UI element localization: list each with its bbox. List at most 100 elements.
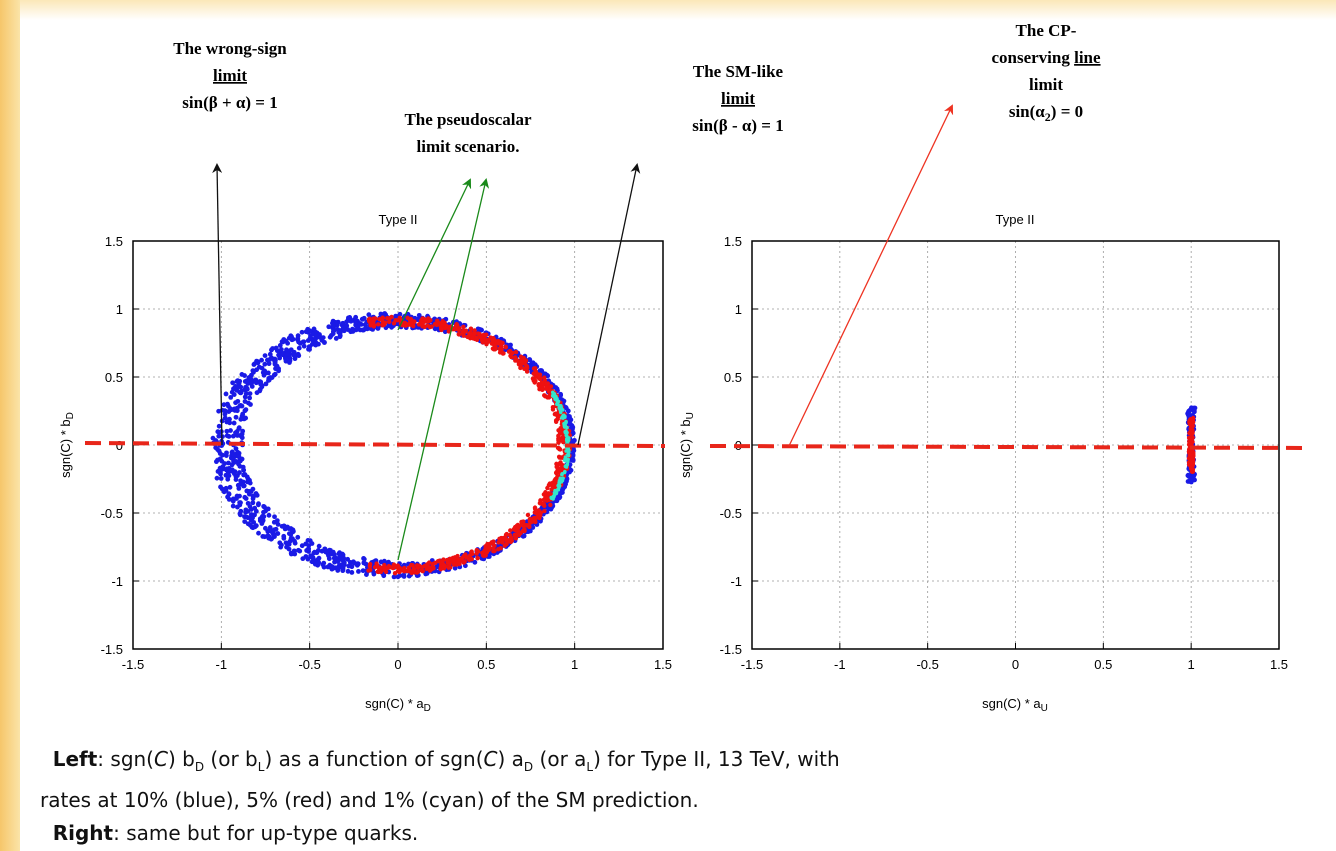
cyan-point <box>558 476 563 481</box>
blue-point <box>230 433 236 439</box>
blue-point <box>345 556 351 562</box>
blue-point <box>340 325 346 331</box>
sm-like-arrow <box>577 163 641 446</box>
blue-point <box>567 416 573 421</box>
red-point <box>438 326 444 331</box>
red-point <box>382 562 387 568</box>
red-point <box>492 347 498 352</box>
red-point <box>543 386 549 391</box>
blue-point <box>292 353 298 359</box>
blue-point <box>233 383 238 389</box>
blue-point <box>226 460 231 466</box>
blue-point <box>226 491 232 496</box>
blue-point <box>239 388 244 394</box>
red-point <box>1190 417 1195 422</box>
red-point <box>419 567 424 573</box>
red-point <box>1187 421 1193 427</box>
blue-point <box>242 519 248 525</box>
svg-text:sin(β + α) = 1: sin(β + α) = 1 <box>182 93 277 112</box>
red-point <box>525 512 531 518</box>
red-point <box>411 567 417 572</box>
figure-caption: Left: sgn(C) bD (or bL) as a function of… <box>40 743 1320 850</box>
blue-point <box>345 568 351 574</box>
blue-point <box>571 437 577 443</box>
chart-left-y-axis-label: sgn(C) * bD <box>58 412 76 478</box>
cyan-point <box>565 462 570 467</box>
red-point <box>440 559 445 564</box>
red-point <box>497 536 502 542</box>
red-point <box>420 316 425 321</box>
x-tick-label: -1 <box>216 657 228 672</box>
red-point <box>557 429 562 434</box>
red-point <box>1190 430 1195 435</box>
red-point <box>411 323 416 329</box>
red-point <box>500 351 506 356</box>
blue-point <box>210 435 216 441</box>
red-point <box>533 517 538 522</box>
red-point <box>553 470 559 475</box>
red-point <box>472 330 477 336</box>
red-point <box>461 324 466 330</box>
red-point <box>416 322 422 327</box>
blue-point <box>233 414 239 420</box>
blue-point <box>261 503 267 509</box>
left-dashed-zero-line <box>84 441 666 448</box>
blue-point <box>284 544 289 550</box>
x-tick-label: 1.5 <box>654 657 672 672</box>
blue-point <box>244 386 250 392</box>
cyan-point <box>564 433 569 438</box>
blue-point <box>247 391 253 397</box>
blue-point <box>238 478 244 484</box>
red-point <box>440 321 445 327</box>
blue-point <box>275 531 281 536</box>
red-point <box>427 324 433 330</box>
blue-point <box>337 553 343 559</box>
red-point <box>498 344 504 349</box>
red-point <box>553 419 559 424</box>
blue-point <box>424 571 430 576</box>
y-tick-label: 1.5 <box>105 234 123 249</box>
blue-point <box>218 469 223 475</box>
blue-point <box>305 547 311 552</box>
blue-point <box>248 489 254 494</box>
x-tick-label: -1.5 <box>122 657 144 672</box>
blue-point <box>231 460 237 465</box>
red-point <box>533 369 538 374</box>
blue-point <box>225 401 230 407</box>
red-point <box>524 364 530 369</box>
blue-point <box>313 333 318 338</box>
blue-point <box>266 361 272 367</box>
red-point <box>474 335 479 340</box>
red-point <box>491 546 496 551</box>
blue-point <box>558 392 564 398</box>
blue-point <box>385 560 391 566</box>
blue-point <box>258 379 264 385</box>
red-point <box>543 490 548 495</box>
blue-point <box>273 526 279 532</box>
blue-point <box>296 353 302 359</box>
blue-point <box>230 380 236 386</box>
blue-point <box>222 461 227 466</box>
y-tick-label: 1 <box>116 302 123 317</box>
blue-point <box>263 381 269 387</box>
blue-point <box>272 514 277 520</box>
chart-right-title: Type II <box>995 212 1034 227</box>
red-point <box>533 510 538 515</box>
slide-top-accent-band <box>20 0 1336 20</box>
red-point <box>469 556 474 562</box>
blue-point <box>316 555 322 561</box>
blue-point <box>276 352 281 358</box>
red-point <box>541 497 547 503</box>
red-point <box>454 322 459 327</box>
blue-point <box>279 542 284 548</box>
red-point <box>548 502 553 508</box>
blue-point <box>1188 477 1194 482</box>
red-point <box>396 565 402 571</box>
blue-point <box>349 570 355 575</box>
red-point <box>371 319 376 325</box>
red-point <box>407 317 413 323</box>
pseudoscalar-arrow-bottom <box>397 178 490 561</box>
blue-point <box>391 574 397 580</box>
slide-left-accent-band <box>0 0 20 851</box>
blue-point <box>337 330 343 335</box>
